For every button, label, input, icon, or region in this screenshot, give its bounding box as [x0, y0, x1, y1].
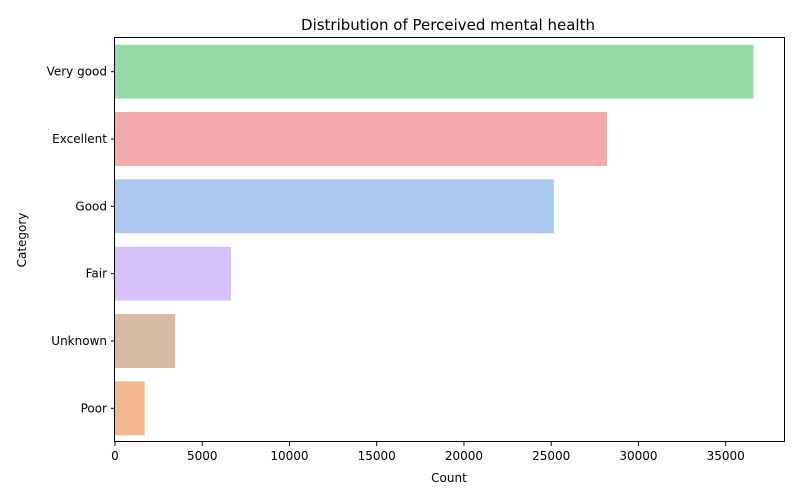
bar-very-good	[115, 44, 754, 99]
y-tick-label-poor: Poor	[81, 401, 107, 415]
x-tick-label: 25000	[532, 449, 570, 463]
x-tick-label: 15000	[358, 449, 396, 463]
chart-title: Distribution of Perceived mental health	[301, 16, 595, 34]
bars-layer	[115, 44, 754, 436]
y-axis: Very good Excellent Good Fair Unknown Poor	[47, 65, 115, 415]
x-tick-label: 10000	[270, 449, 308, 463]
y-tick-label-very-good: Very good	[47, 65, 107, 79]
x-axis-label: Count	[431, 471, 467, 485]
y-tick-label-unknown: Unknown	[51, 334, 107, 348]
x-tick-label: 20000	[445, 449, 483, 463]
bar-fair	[115, 246, 232, 301]
plot-frame	[114, 37, 785, 442]
bar-excellent	[115, 112, 608, 166]
x-tick-label: 30000	[619, 449, 657, 463]
x-tick-label: 5000	[187, 449, 218, 463]
y-tick-label-good: Good	[75, 199, 107, 213]
bar-unknown	[115, 314, 176, 368]
bar-poor	[115, 381, 145, 436]
x-axis: 0 5000 10000 15000 20000 25000 30000 35000	[111, 442, 745, 463]
x-tick-label: 35000	[707, 449, 745, 463]
y-tick-label-excellent: Excellent	[52, 132, 107, 146]
y-tick-label-fair: Fair	[86, 267, 107, 281]
bar-good	[115, 179, 554, 234]
y-axis-label: Category	[15, 213, 29, 268]
x-tick-label: 0	[111, 449, 119, 463]
